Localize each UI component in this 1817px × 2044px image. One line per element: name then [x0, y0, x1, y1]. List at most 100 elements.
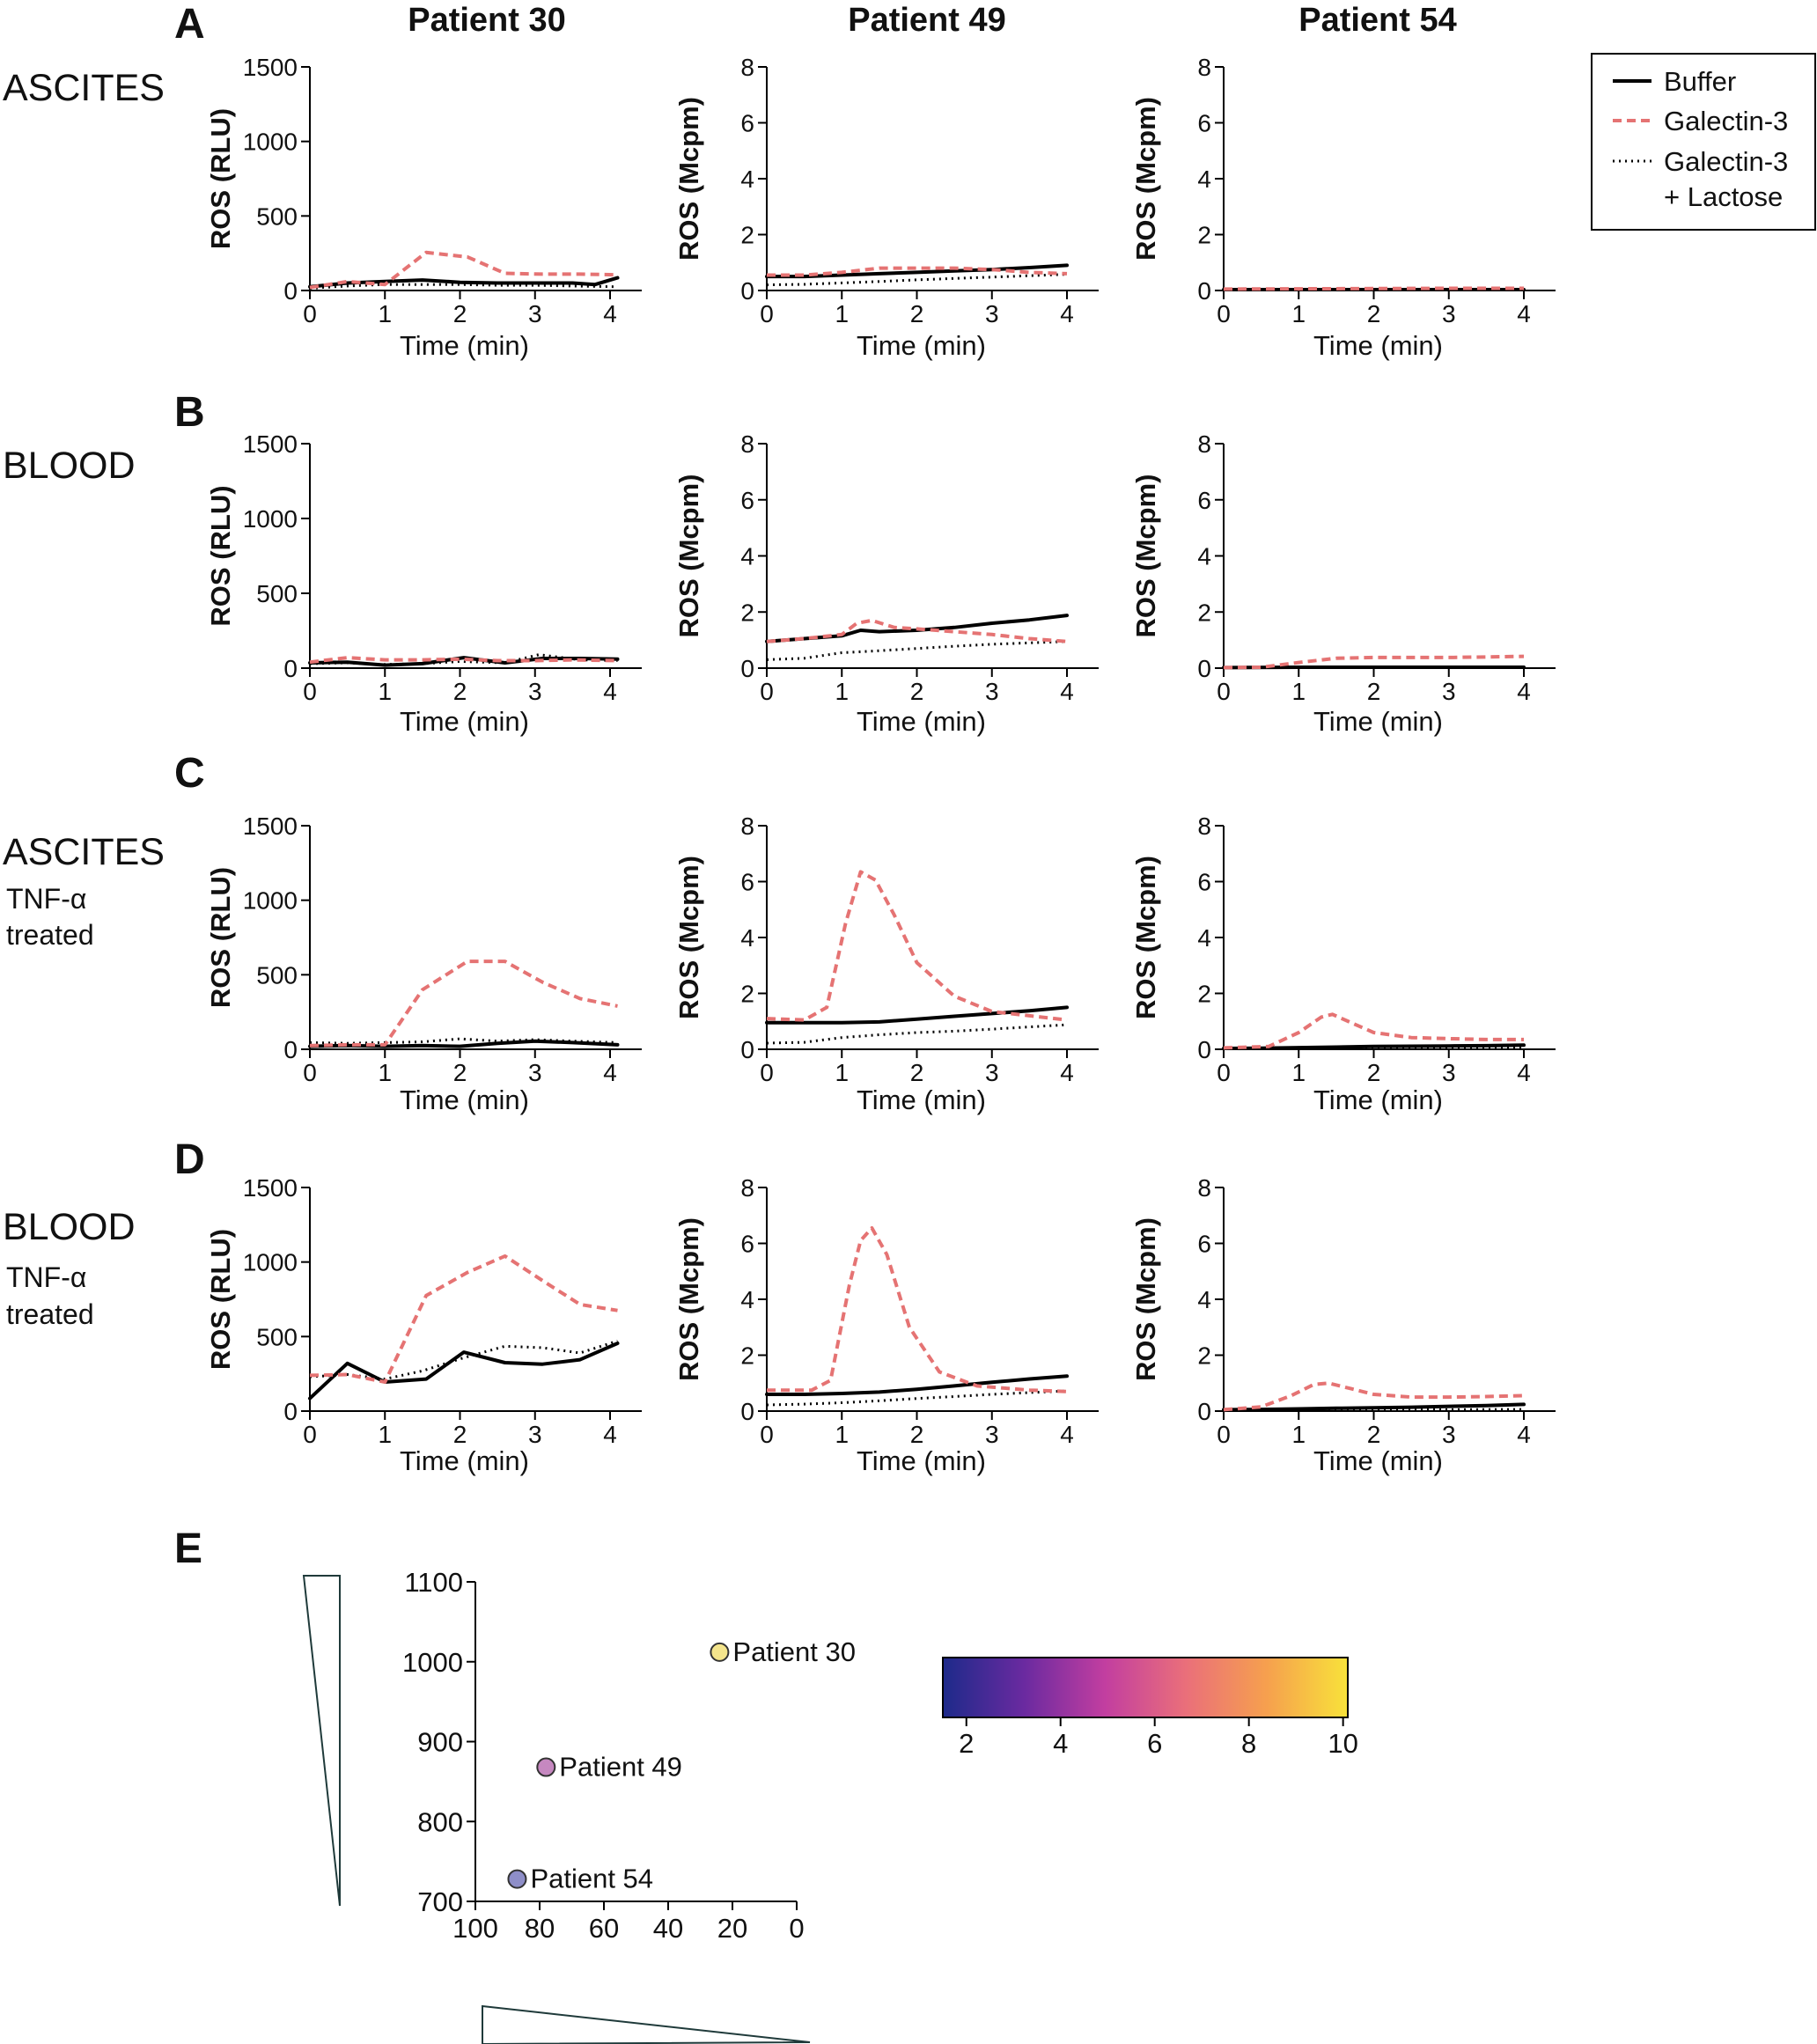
panel-c-49-x-tick-label: 3 — [985, 1059, 999, 1086]
panel-b-49-y-tick-label: 8 — [740, 430, 754, 458]
panel-d-30-x-tick-label: 3 — [528, 1421, 542, 1448]
panel-a-49-x-tick-label: 3 — [985, 300, 999, 327]
panel-a-30-x-tick-label: 4 — [603, 300, 617, 327]
panel-d-49-series-galectin-3 — [767, 1226, 1068, 1393]
panel-d-30-x-axis-label: Time (min) — [400, 1445, 529, 1476]
panel-a-54: 0 2 4 6 8 0 1 2 3 4 Time (min) ROS (Mcpm) — [1130, 54, 1556, 361]
scatter-y-tick-label: 1100 — [404, 1567, 463, 1598]
panel-a-49-x-tick-label: 1 — [835, 300, 849, 327]
panel-c-49-series-galectin-3 — [766, 870, 1068, 1022]
row-label-c-sub-2: treated — [6, 919, 94, 951]
scatter-x-tick-label: 20 — [717, 1913, 747, 1944]
panel-c-49-x-tick-label: 1 — [835, 1059, 849, 1086]
panel-d-30-y-tick-label: 1000 — [243, 1249, 298, 1276]
panel-c-49: 0 2 4 6 8 0 1 2 3 4 Time (min) ROS (Mcpm) — [673, 812, 1099, 1115]
panel-d-30-y-axis-label: ROS (RLU) — [205, 1229, 236, 1370]
colorbar-tick-label: 8 — [1241, 1728, 1256, 1759]
panel-d-30-y-tick-label: 0 — [283, 1398, 298, 1425]
column-header-patient-30: Patient 30 — [408, 2, 566, 39]
panel-d-54-series-galectin-3 — [1223, 1381, 1525, 1412]
panel-a-49-y-tick-label: 4 — [740, 165, 754, 193]
panel-a-54-y-tick-label: 4 — [1197, 165, 1211, 193]
panel-a-54-y-axis-label: ROS (Mcpm) — [1130, 97, 1161, 261]
panel-c-54-y-tick-label: 8 — [1197, 812, 1211, 840]
panel-b-49-y-axis-label: ROS (Mcpm) — [673, 474, 704, 638]
panel-a-30-y-axis-label: ROS (RLU) — [205, 108, 236, 249]
legend: Buffer Galectin-3 Galectin-3 + Lactose — [1591, 53, 1816, 231]
panel-a-49-x-axis-label: Time (min) — [857, 330, 986, 361]
panel-b-49-y-tick-label: 6 — [740, 487, 754, 514]
panel-c-49-x-tick-label: 4 — [1060, 1059, 1074, 1086]
panel-a-54-x-axis-label: Time (min) — [1313, 330, 1443, 361]
panel-b-54-x-tick-label: 3 — [1442, 678, 1456, 705]
panel-a-30-y-tick-label: 1000 — [243, 129, 298, 156]
panel-b-30-y-tick-label: 500 — [256, 580, 298, 607]
panel-a-49-y-tick-label: 0 — [740, 277, 754, 305]
panel-a-54-y-tick-label: 0 — [1197, 277, 1211, 305]
scatter-point-patient-54[interactable] — [507, 1869, 527, 1889]
panel-b-49-x-tick-label: 2 — [910, 678, 924, 705]
panel-b-30-x-tick-label: 4 — [603, 678, 617, 705]
row-label-a: ASCITES — [3, 67, 165, 109]
panel-a-54-series-galectin-3 — [1223, 286, 1524, 291]
panel-c-49-y-tick-label: 8 — [740, 812, 754, 840]
colorbar-gradient — [942, 1657, 1349, 1718]
panel-letter-e: E — [174, 1526, 202, 1572]
panel-d-54-x-tick-label: 4 — [1517, 1421, 1531, 1448]
panel-c-54-series-buffer — [1222, 1043, 1526, 1050]
panel-b-30-y-tick-label: 1500 — [243, 430, 298, 458]
panel-d-54-y-tick-label: 0 — [1197, 1398, 1211, 1425]
panel-d-49-x-tick-label: 4 — [1060, 1421, 1074, 1448]
scatter-point-label-patient-54: Patient 54 — [530, 1864, 653, 1894]
panel-c-30-y-tick-label: 1000 — [243, 887, 298, 915]
scatter-x-tick-label: 100 — [452, 1913, 498, 1944]
panel-b-30-x-tick-label: 0 — [303, 678, 317, 705]
panel-a-49-y-tick-label: 8 — [740, 54, 754, 81]
panel-d-30-x-tick-label: 4 — [603, 1421, 617, 1448]
panel-d-54-x-tick-label: 0 — [1217, 1421, 1231, 1448]
legend-label-buffer: Buffer — [1664, 66, 1736, 97]
scatter-point-patient-30[interactable] — [710, 1642, 730, 1662]
panel-c-54-y-tick-label: 6 — [1197, 869, 1211, 896]
panel-a-30-x-tick-label: 0 — [303, 300, 317, 327]
row-label-d: BLOOD — [3, 1206, 136, 1248]
cd66-gradient-wedge — [302, 1575, 341, 1907]
panel-b-54-y-tick-label: 0 — [1197, 655, 1211, 682]
panel-d-54-y-tick-label: 6 — [1197, 1231, 1211, 1258]
panel-d-49-x-axis-label: Time (min) — [857, 1445, 986, 1476]
cd62l-gradient-wedge — [482, 2004, 811, 2044]
panel-c-54-y-tick-label: 2 — [1197, 981, 1211, 1008]
scatter-point-patient-49[interactable] — [536, 1757, 556, 1777]
panel-d-54-y-tick-label: 8 — [1197, 1174, 1211, 1202]
legend-box — [1591, 53, 1816, 231]
panel-c-30-y-tick-label: 1500 — [243, 812, 298, 840]
panel-b-30: 0 500 1000 1500 0 1 2 3 4 Time (min) ROS (RLU) — [205, 430, 642, 737]
panel-d-49-series-buffer — [765, 1374, 1069, 1396]
panel-c-54-y-tick-label: 4 — [1197, 924, 1211, 952]
row-label-c: ASCITES — [3, 831, 165, 873]
panel-a-49-x-tick-label: 2 — [910, 300, 924, 327]
panel-a-49-y-axis-label: ROS (Mcpm) — [673, 97, 704, 261]
scatter-x-tick-label: 60 — [589, 1913, 619, 1944]
panel-c-30-y-tick-label: 500 — [256, 961, 298, 989]
panel-c-49-x-tick-label: 0 — [760, 1059, 774, 1086]
panel-c-54-x-axis-label: Time (min) — [1313, 1084, 1443, 1115]
panel-c-30-y-axis-label: ROS (RLU) — [205, 867, 236, 1008]
panel-c-49-y-tick-label: 4 — [740, 924, 754, 952]
panel-a-49-series-galectin-3-lactose — [766, 273, 1068, 287]
panel-c-54-x-tick-label: 0 — [1217, 1059, 1231, 1086]
panel-d-49: 0 2 4 6 8 0 1 2 3 4 Time (min) ROS (Mcpm) — [673, 1174, 1099, 1476]
panel-d-54-y-tick-label: 2 — [1197, 1342, 1211, 1370]
panel-c-54-x-tick-label: 1 — [1291, 1059, 1306, 1086]
panel-d-30-x-tick-label: 2 — [453, 1421, 467, 1448]
panel-a-54-x-tick-label: 4 — [1517, 300, 1531, 327]
panel-d-49-y-tick-label: 6 — [740, 1231, 754, 1258]
panel-b-30-series-galectin-3 — [309, 656, 618, 665]
panel-d-54-y-tick-label: 4 — [1197, 1286, 1211, 1313]
scatter-y-tick-label: 700 — [417, 1886, 463, 1917]
panel-b-54-y-tick-label: 2 — [1197, 599, 1211, 626]
panel-b-49: 0 2 4 6 8 0 1 2 3 4 Time (min) ROS (Mcpm) — [673, 430, 1099, 737]
panel-a-54-x-tick-label: 1 — [1291, 300, 1306, 327]
scatter-chart: 700 800 900 1000 1100 100 80 60 40 20 0 Patient 30 P… — [302, 1567, 856, 2044]
panel-b-49-y-tick-label: 0 — [740, 655, 754, 682]
